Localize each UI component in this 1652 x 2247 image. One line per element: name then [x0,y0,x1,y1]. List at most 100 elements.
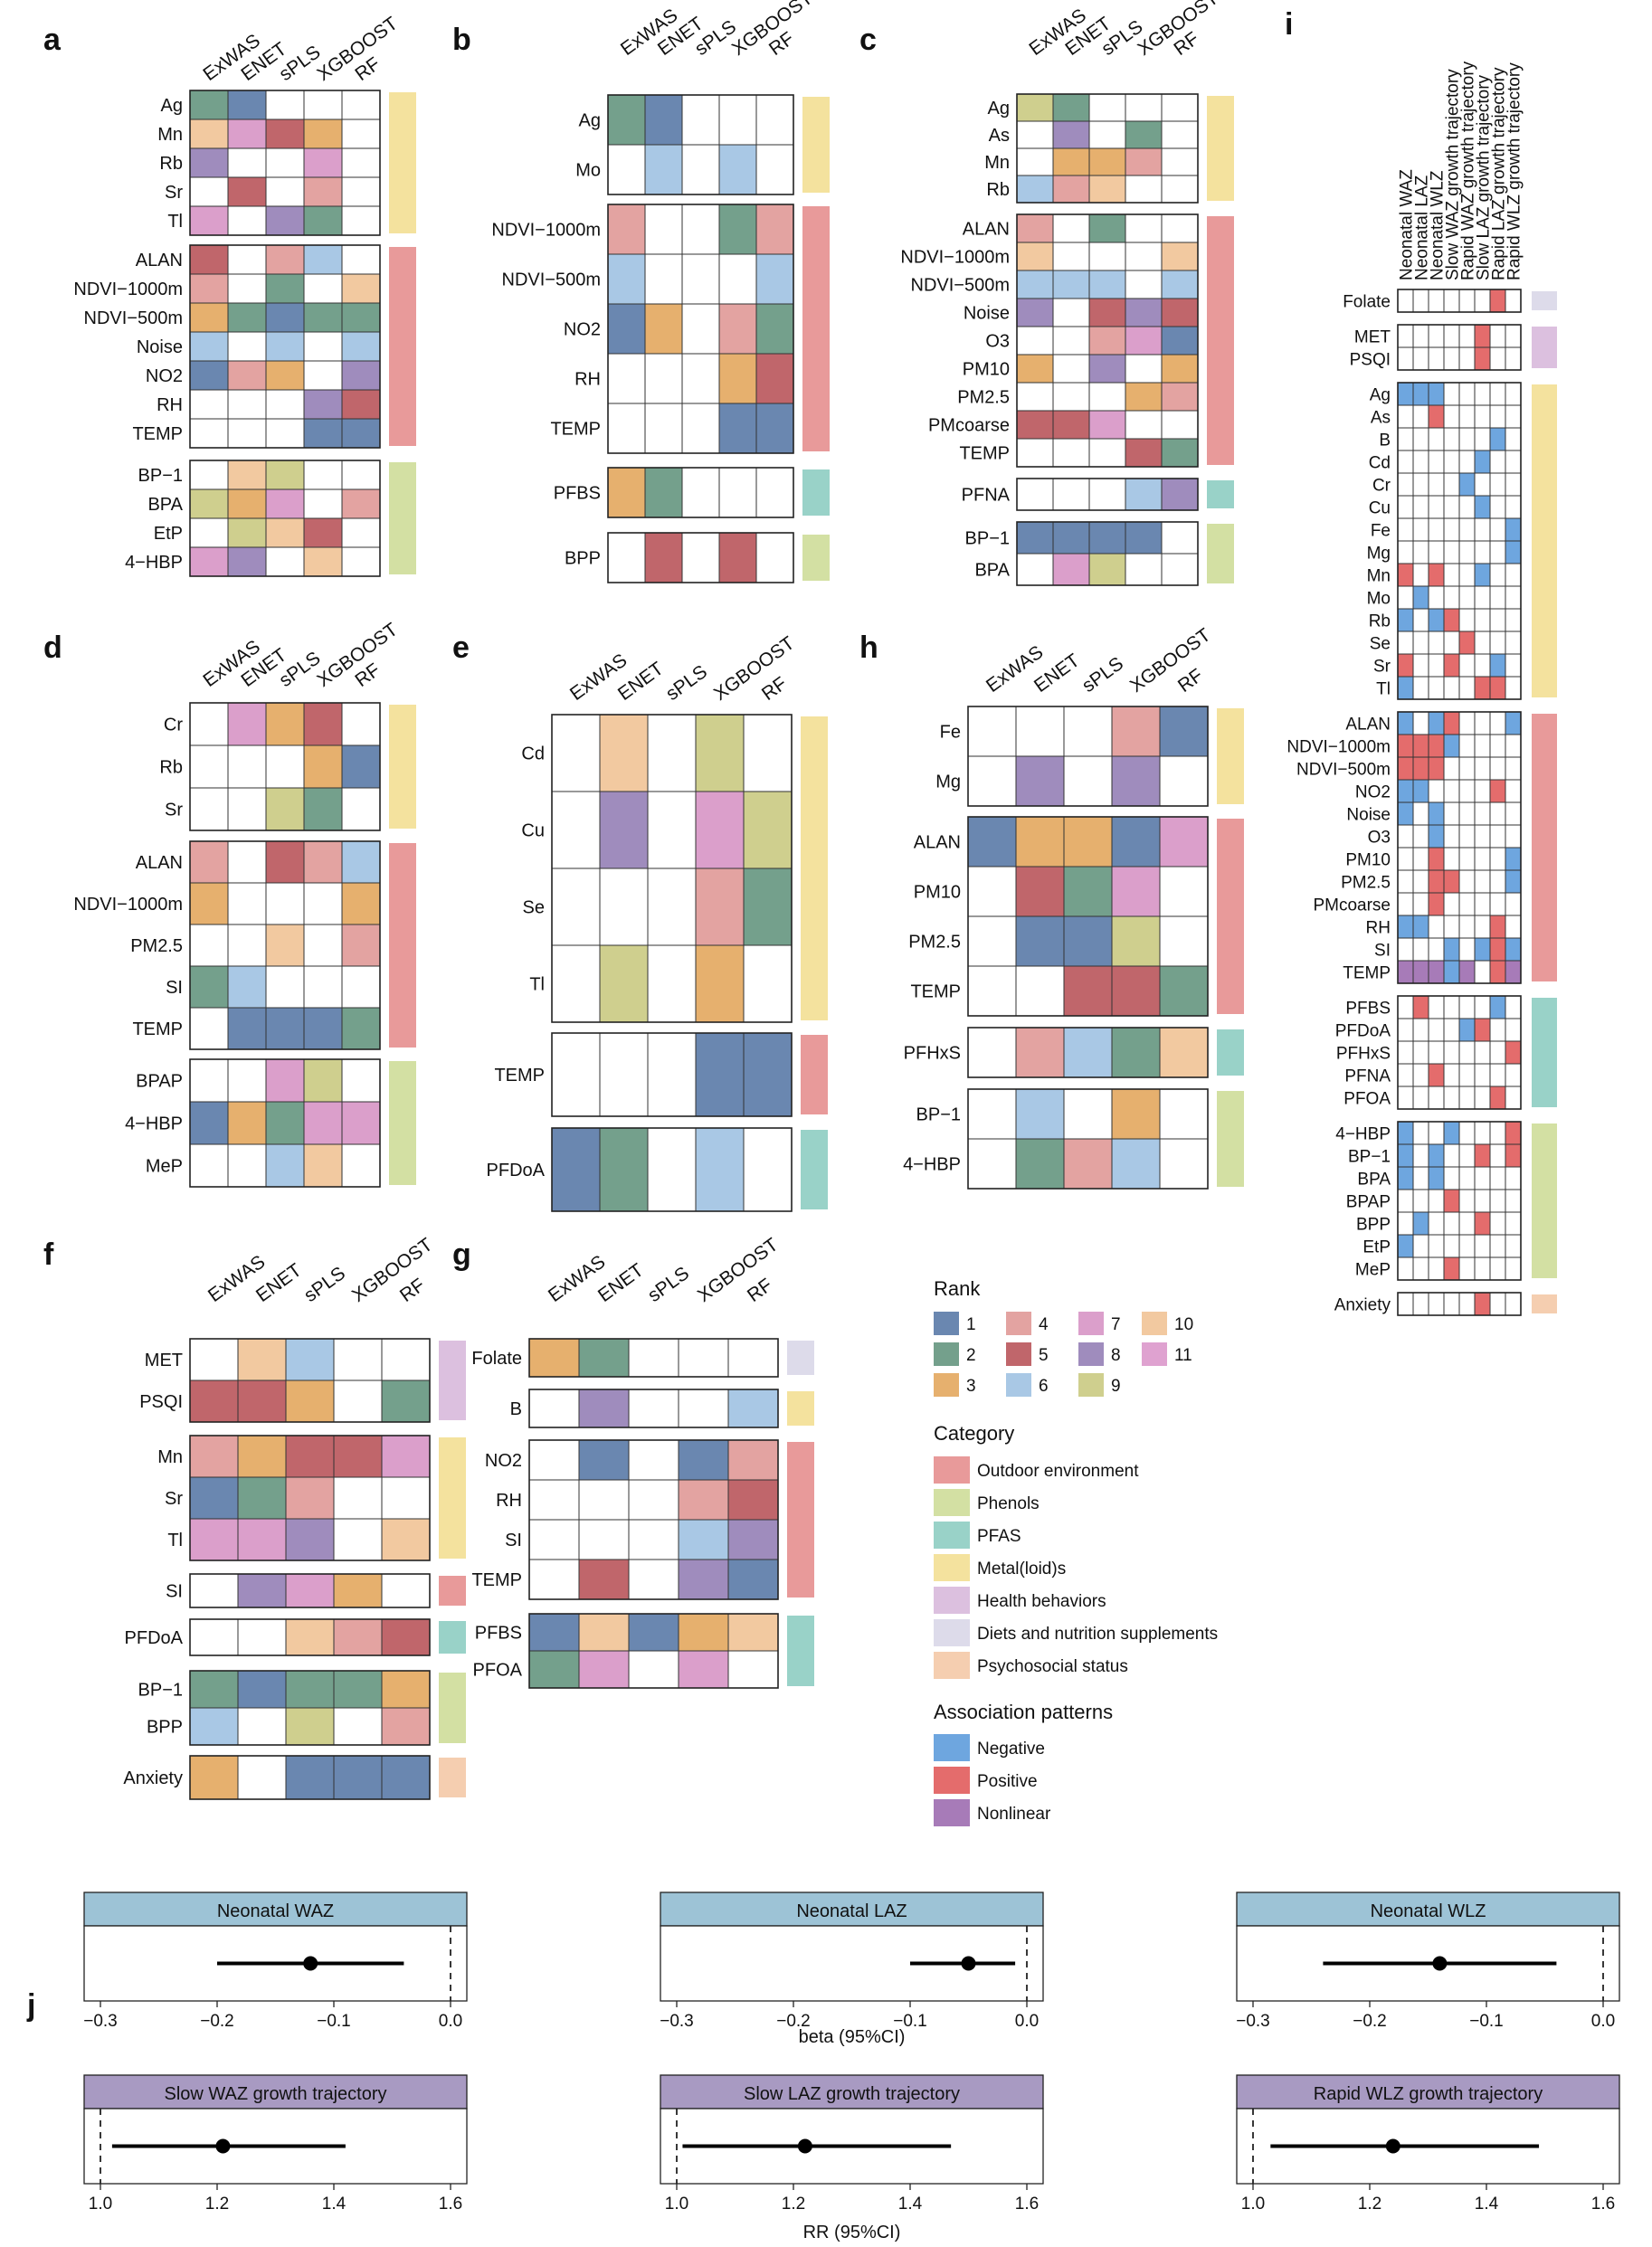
row-label: NO2 [485,1451,522,1471]
facet-title: Neonatal LAZ [796,1901,907,1921]
row-label: 4−HBP [125,553,183,573]
heat-cell [333,1707,383,1746]
row-label: PM2.5 [908,933,961,953]
group-frame [1016,478,1199,511]
legend-label: PFAS [977,1527,1021,1546]
row-label: BPP [147,1718,183,1738]
x-tick-label: −0.1 [893,2012,927,2031]
heat-cell [1397,563,1414,587]
heat-cell [1015,706,1065,757]
row-label: NDVI−500m [502,270,602,290]
heat-cell [1088,213,1126,243]
heat-cell [1474,608,1491,632]
category-strip [802,97,830,193]
group-frame [967,1088,1209,1190]
heat-cell [1015,866,1065,917]
column-label: XGBOOST [1126,624,1215,697]
row-label: Cu [1369,499,1391,518]
heat-cell [189,546,229,577]
row-label: Mn [984,153,1010,173]
heat-cell [1125,326,1163,356]
heat-cell [1125,354,1163,384]
category-strip [787,1616,814,1686]
row-label: BP−1 [916,1105,961,1125]
heat-cell [1412,937,1429,962]
heat-cell [1489,892,1506,916]
heat-cell [227,882,267,925]
group-frame [528,1389,779,1428]
category-strip [1217,819,1244,1014]
heat-cell [743,944,793,1023]
heat-cell [265,147,305,178]
row-label: SI [166,978,183,998]
heat-cell [303,924,343,967]
row-label: PFOA [473,1661,523,1681]
heat-cell [341,488,381,519]
group-frame [1397,1292,1522,1316]
heat-cell [1443,960,1460,984]
heat-cell [265,1101,305,1145]
heat-cell [1505,1166,1522,1190]
heat-cell [1428,427,1445,451]
category-strip [439,1758,466,1797]
row-label: Anxiety [1334,1296,1391,1315]
heat-cell [1443,869,1460,894]
heat-cell [1016,521,1054,555]
heat-cell [265,205,305,236]
heat-cell [381,1338,431,1381]
legend-title: Category [934,1422,1014,1445]
row-label: EtP [1362,1238,1391,1257]
group-frame [607,532,794,583]
heat-cell [1474,563,1491,587]
heat-cell [1412,324,1429,348]
heat-cell [189,965,229,1009]
heat-cell [1489,995,1506,1019]
heat-cell [189,1518,239,1561]
heat-cell [1458,495,1476,519]
heat-cell [1412,892,1429,916]
facet-strip [83,1891,468,1927]
heat-cell [1428,711,1445,735]
heat-cell [1443,1189,1460,1213]
heat-cell [1458,517,1476,542]
legend-label: 2 [966,1346,976,1365]
row-label: Folate [1343,293,1391,312]
row-label: PFBS [475,1624,522,1644]
heat-cell [1458,404,1476,429]
heat-cell [755,303,794,355]
heat-cell [647,868,697,946]
heat-cell [1016,410,1054,440]
legend-swatch [934,1652,970,1679]
heat-cell [1412,801,1429,826]
heat-cell [303,702,343,746]
row-label: TEMP [132,424,183,444]
heat-cell [227,787,267,831]
heat-cell [1412,1166,1429,1190]
facet-strip [1236,1891,1620,1927]
heat-cell [265,924,305,967]
row-label: Sr [165,801,183,820]
heat-cell [718,253,757,305]
row-label: Tl [1376,680,1391,699]
heat-cell [227,1101,267,1145]
heat-cell [1161,478,1199,511]
heat-cell [227,147,267,178]
heat-cell [227,331,267,362]
facet-strip [1236,2074,1620,2110]
heat-cell [1063,965,1113,1017]
heat-cell [1505,892,1522,916]
heat-cell [303,1007,343,1050]
column-label: Rapid WLZ growth trajectory [1505,62,1524,280]
heat-cell [551,944,601,1023]
heat-cell [1125,298,1163,327]
heat-cell [1052,242,1090,271]
heat-cell [1412,563,1429,587]
heat-cell [1474,779,1491,803]
heat-cell [678,1479,729,1521]
heat-cell [1474,1292,1491,1316]
heat-cell [599,944,649,1023]
heat-cell [678,1338,729,1378]
heat-cell [1161,521,1199,555]
row-label: TEMP [471,1570,522,1590]
heat-cell [727,1338,779,1378]
